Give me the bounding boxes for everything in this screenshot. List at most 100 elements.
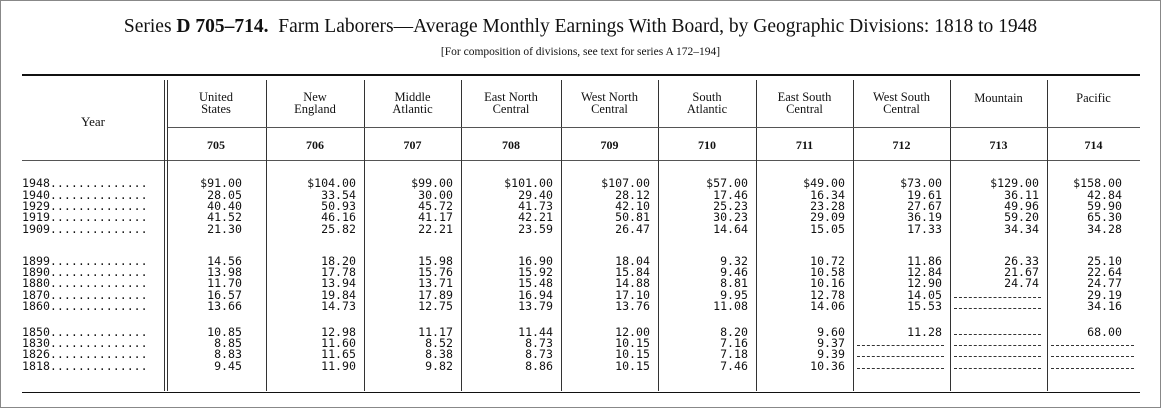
row-year: 1850.............. — [22, 325, 148, 339]
table-cell: 59.20 — [1004, 210, 1039, 224]
table-cell: 42.84 — [1087, 188, 1122, 202]
table-cell: 8.81 — [720, 276, 748, 290]
table-cell: 7.16 — [720, 336, 748, 350]
table-cell: 8.52 — [425, 336, 453, 350]
table-cell: $158.00 — [1073, 176, 1122, 190]
row-year: 1929.............. — [22, 199, 148, 213]
table-cell: 8.86 — [525, 359, 553, 373]
table-cell: 14.05 — [907, 288, 942, 302]
table-subtitle: [For composition of divisions, see text … — [440, 46, 721, 58]
row-year: 1899.............. — [22, 254, 148, 268]
table-cell: $99.00 — [411, 176, 453, 190]
column-header: East South Central — [756, 90, 853, 116]
top-rule — [22, 74, 1140, 76]
table-cell: 13.94 — [321, 276, 356, 290]
table-cell: 17.10 — [615, 288, 650, 302]
table-cell: $104.00 — [307, 176, 356, 190]
table-cell: 15.53 — [907, 299, 942, 313]
table-cell: 24.77 — [1087, 276, 1122, 290]
column-header-line2: England — [294, 102, 336, 116]
table-cell: 9.82 — [425, 359, 453, 373]
column-header: West South Central — [853, 90, 950, 116]
table-cell: 15.76 — [418, 265, 453, 279]
table-cell: $91.00 — [200, 176, 242, 190]
table-cell: 22.64 — [1087, 265, 1122, 279]
table-cell: 18.04 — [615, 254, 650, 268]
row-year: 1860.............. — [22, 299, 148, 313]
table-cell: 10.15 — [615, 336, 650, 350]
table-cell: 15.84 — [615, 265, 650, 279]
column-number: 710 — [698, 138, 716, 152]
header-rule — [22, 160, 1140, 161]
table-cell: 50.81 — [615, 210, 650, 224]
table-cell: 12.84 — [907, 265, 942, 279]
empty-cell-dash — [954, 297, 1041, 298]
table-cell: $73.00 — [900, 176, 942, 190]
table-cell: 28.05 — [207, 188, 242, 202]
table-cell: 10.15 — [615, 359, 650, 373]
table-cell: 10.58 — [810, 265, 845, 279]
table-cell: 9.32 — [720, 254, 748, 268]
column-number: 705 — [207, 138, 225, 152]
table-cell: 15.98 — [418, 254, 453, 268]
column-header-line1: West South — [873, 90, 930, 104]
table-cell: 25.82 — [321, 222, 356, 236]
table-cell: 34.16 — [1087, 299, 1122, 313]
row-year: 1830.............. — [22, 336, 148, 350]
table-cell: 33.54 — [321, 188, 356, 202]
column-number: 707 — [403, 138, 422, 152]
table-cell: 14.06 — [810, 299, 845, 313]
table-cell: 29.40 — [518, 188, 553, 202]
table-cell: 10.16 — [810, 276, 845, 290]
table-cell: 41.17 — [418, 210, 453, 224]
column-number: 711 — [795, 138, 814, 152]
column-number: 714 — [1084, 138, 1103, 152]
table-cell: 46.16 — [321, 210, 356, 224]
column-number-rule — [168, 127, 1140, 128]
table-cell: 16.34 — [810, 188, 845, 202]
column-divider — [853, 80, 854, 391]
table-cell: 10.85 — [207, 325, 242, 339]
table-cell: 36.19 — [907, 210, 942, 224]
column-divider — [364, 80, 365, 391]
year-divider-double — [167, 80, 168, 391]
table-cell: 8.73 — [525, 347, 553, 361]
table-cell: 8.83 — [214, 347, 242, 361]
empty-cell-dash — [1051, 356, 1134, 357]
row-year: 1890.............. — [22, 265, 148, 279]
table-cell: $107.00 — [601, 176, 650, 190]
table-cell: 26.33 — [1004, 254, 1039, 268]
table-cell: 16.90 — [518, 254, 553, 268]
column-number: 709 — [600, 138, 619, 152]
table-cell: 12.78 — [810, 288, 845, 302]
row-year: 1948.............. — [22, 176, 148, 190]
table-cell: 13.98 — [207, 265, 242, 279]
table-cell: 15.48 — [518, 276, 553, 290]
column-header-line1: South — [692, 90, 722, 104]
table-cell: 16.57 — [207, 288, 242, 302]
table-cell: 29.09 — [810, 210, 845, 224]
empty-cell-dash — [954, 356, 1041, 357]
column-header: West North Central — [561, 91, 658, 116]
series-code: D 705–714. — [176, 16, 269, 37]
table-cell: 27.67 — [907, 199, 942, 213]
table-cell: 14.64 — [713, 222, 748, 236]
table-cell: 16.94 — [518, 288, 553, 302]
table-cell: 10.36 — [810, 359, 845, 373]
table-cell: 17.89 — [418, 288, 453, 302]
column-header-line1: East South — [777, 90, 832, 104]
table-cell: 11.70 — [207, 276, 242, 290]
table-cell: 11.86 — [907, 254, 942, 268]
table-cell: 11.65 — [321, 347, 356, 361]
table-cell: 24.74 — [1004, 276, 1039, 290]
table-cell: 34.28 — [1087, 222, 1122, 236]
table-cell: 10.15 — [615, 347, 650, 361]
table-cell: 14.88 — [615, 276, 650, 290]
title-text: Farm Laborers—Average Monthly Earnings W… — [278, 16, 1038, 37]
table-cell: 13.76 — [615, 299, 650, 313]
column-header: Pacific — [1047, 91, 1140, 105]
column-header-line1: Pacific — [1076, 91, 1111, 105]
column-header: East North Central — [461, 91, 561, 116]
table-cell: 10.72 — [810, 254, 845, 268]
column-header-line1: Middle — [394, 90, 431, 104]
